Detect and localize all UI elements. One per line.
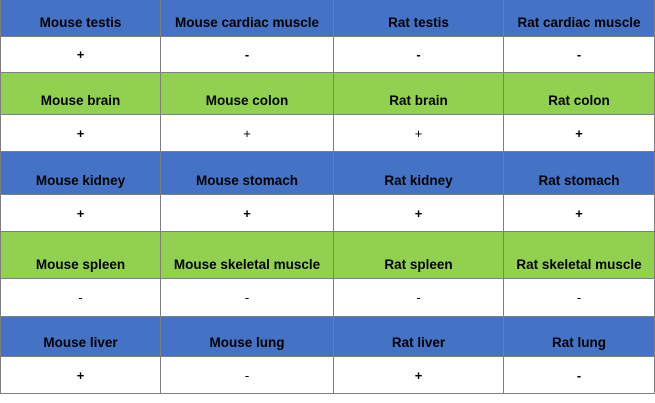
value-cell: + bbox=[334, 195, 504, 232]
header-cell: Rat spleen bbox=[334, 232, 504, 279]
value-cell: + bbox=[504, 195, 655, 232]
value-cell: + bbox=[0, 357, 161, 394]
header-cell: Rat brain bbox=[334, 73, 504, 115]
header-cell: Mouse spleen bbox=[0, 232, 161, 279]
value-cell: + bbox=[161, 195, 334, 232]
value-cell: - bbox=[161, 37, 334, 73]
value-cell: - bbox=[504, 357, 655, 394]
header-cell: Mouse testis bbox=[0, 0, 161, 37]
value-cell: + bbox=[504, 115, 655, 152]
value-cell: + bbox=[334, 357, 504, 394]
header-cell: Mouse skeletal muscle bbox=[161, 232, 334, 279]
value-cell: - bbox=[0, 279, 161, 317]
header-cell: Mouse cardiac muscle bbox=[161, 0, 334, 37]
value-cell: - bbox=[504, 279, 655, 317]
value-cell: + bbox=[161, 115, 334, 152]
header-cell: Mouse brain bbox=[0, 73, 161, 115]
value-cell: - bbox=[161, 357, 334, 394]
header-cell: Rat kidney bbox=[334, 152, 504, 195]
value-cell: - bbox=[161, 279, 334, 317]
header-cell: Rat cardiac muscle bbox=[504, 0, 655, 37]
header-cell: Rat skeletal muscle bbox=[504, 232, 655, 279]
header-cell: Mouse kidney bbox=[0, 152, 161, 195]
value-cell: - bbox=[504, 37, 655, 73]
header-cell: Rat testis bbox=[334, 0, 504, 37]
value-cell: + bbox=[0, 37, 161, 73]
value-cell: - bbox=[334, 279, 504, 317]
header-cell: Rat lung bbox=[504, 317, 655, 357]
value-cell: + bbox=[334, 115, 504, 152]
value-cell: + bbox=[0, 195, 161, 232]
header-cell: Mouse stomach bbox=[161, 152, 334, 195]
header-cell: Mouse lung bbox=[161, 317, 334, 357]
header-cell: Rat liver bbox=[334, 317, 504, 357]
header-cell: Rat colon bbox=[504, 73, 655, 115]
value-cell: - bbox=[334, 37, 504, 73]
header-cell: Rat stomach bbox=[504, 152, 655, 195]
value-cell: + bbox=[0, 115, 161, 152]
header-cell: Mouse colon bbox=[161, 73, 334, 115]
header-cell: Mouse liver bbox=[0, 317, 161, 357]
